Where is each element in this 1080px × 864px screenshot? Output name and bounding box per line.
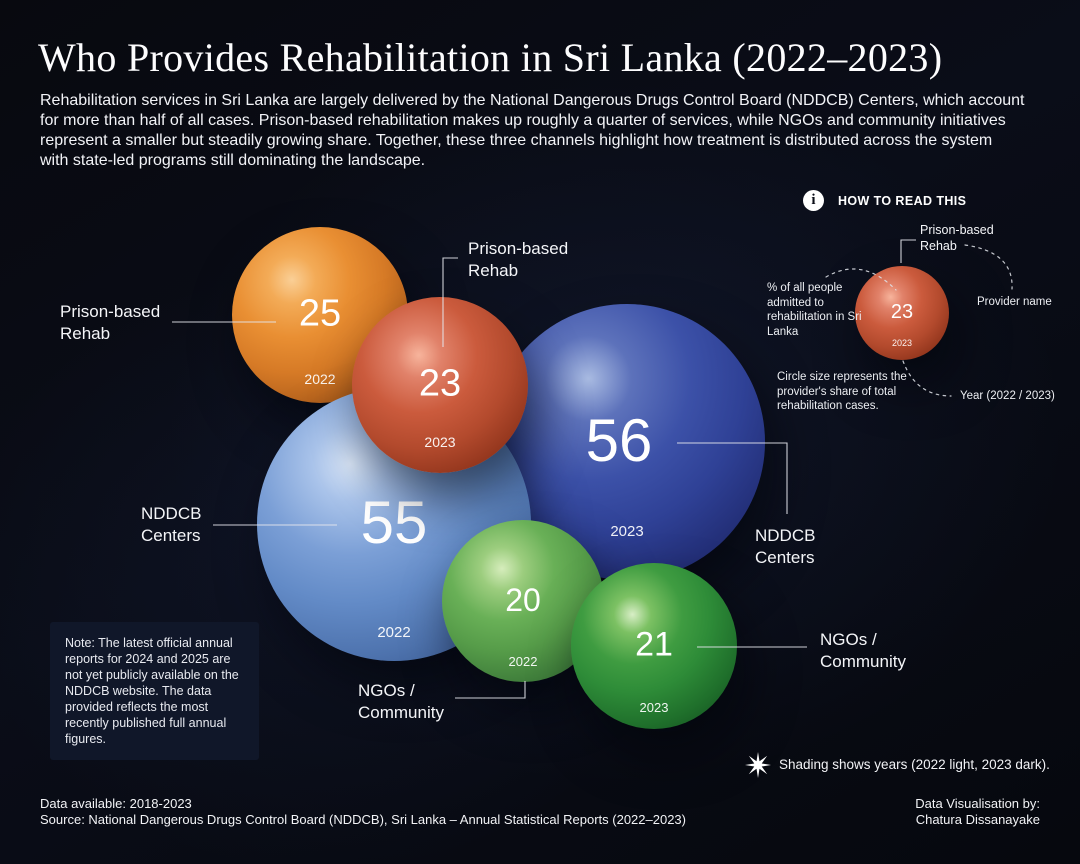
label-ngo-community-right: NGOs / Community [820, 630, 906, 671]
legend-example-year: 2023 [891, 338, 913, 348]
label-nddcb-centers-right: NDDCB Centers [755, 526, 816, 567]
bubble-value: 25 [298, 292, 342, 335]
legend-header: i HOW TO READ THIS [803, 190, 966, 211]
legend-heading: HOW TO READ THIS [838, 193, 967, 208]
label-nddcb-centers-left: NDDCB Centers [141, 504, 202, 545]
bubble-value: 20 [505, 581, 541, 618]
data-available-text: Data available: 2018-2023 [40, 796, 192, 811]
bubble-year: 2023 [610, 523, 644, 540]
bubble-year: 2023 [424, 434, 456, 450]
bubble-year: 2022 [377, 624, 411, 641]
legend-annotation-year: Year (2022 / 2023) [960, 390, 1055, 402]
legend-annotation-provider: Provider name [977, 296, 1052, 308]
legend-annotation-size: Circle size represents the provider's sh… [777, 371, 907, 412]
legend-example-value: 23 [890, 301, 914, 324]
page-title: Who Provides Rehabilitation in Sri Lanka… [38, 35, 943, 80]
data-note-box: Note: The latest official annual reports… [50, 622, 259, 760]
credit-block: Data Visualisation by: Chatura Dissanaya… [915, 796, 1040, 828]
label-ngo-community-bottom: NGOs / Community [358, 681, 444, 722]
bubble-value: 21 [635, 625, 673, 664]
legend-example-provider-label: Prison-based Rehab [920, 223, 994, 253]
bubble-year: 2022 [304, 371, 336, 387]
bubble-value: 56 [585, 407, 653, 475]
label-prison-rehab-left: Prison-based Rehab [60, 302, 161, 343]
bubble-value: 55 [360, 489, 428, 557]
bubble-year: 2023 [639, 700, 669, 715]
legend-annotation-value: % of all people admitted to rehabilitati… [767, 282, 862, 338]
shading-key-text: Shading shows years (2022 light, 2023 da… [779, 757, 1050, 772]
bubble-ngo-community-2023: 21 2023 [571, 563, 737, 729]
info-icon: i [803, 190, 824, 211]
bubble-value: 23 [418, 362, 462, 405]
credit-label: Data Visualisation by: [915, 796, 1040, 811]
intro-paragraph: Rehabilitation services in Sri Lanka are… [40, 92, 1025, 169]
line-legend-provider [900, 239, 916, 263]
label-prison-rehab-top: Prison-based Rehab [468, 239, 569, 280]
source-text: Source: National Dangerous Drugs Control… [40, 812, 686, 827]
bubble-prison-rehab-2023: 23 2023 [352, 297, 528, 473]
star-icon [745, 752, 771, 778]
bubble-year: 2022 [508, 654, 538, 669]
credit-name: Chatura Dissanayake [915, 812, 1040, 827]
